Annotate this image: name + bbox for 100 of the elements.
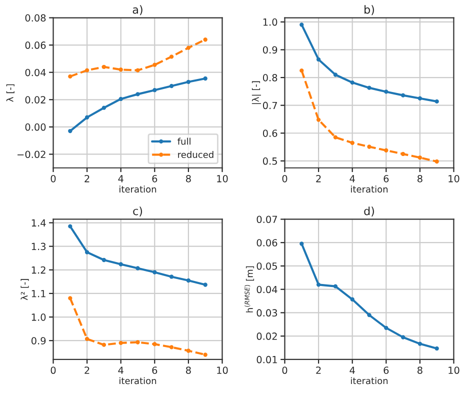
x-tick-label: 4 [118, 366, 124, 374]
point [118, 96, 123, 102]
point [203, 352, 208, 357]
point [169, 345, 174, 350]
y-tick-label: 0.03 [256, 309, 278, 317]
point [186, 80, 191, 84]
point [68, 128, 72, 134]
x-tick-label: 8 [418, 366, 422, 374]
point [203, 282, 208, 287]
point [68, 74, 72, 79]
y-tick-label: 1.1 [32, 290, 46, 298]
point [203, 38, 208, 42]
legend-label: reduced [178, 151, 214, 158]
y-tick-label: 0.08 [25, 14, 46, 22]
point [418, 156, 422, 160]
y-tick-label: 0.8 [262, 74, 278, 82]
point [84, 336, 90, 342]
point [300, 242, 304, 246]
point [367, 312, 372, 318]
legend-label: full [178, 138, 190, 145]
y-tick-label: 0.07 [256, 216, 277, 224]
x-tick-label: 2 [84, 366, 90, 374]
x-tick-label: 0 [50, 174, 56, 182]
y-tick-label: 0.05 [256, 262, 277, 270]
point [384, 148, 388, 152]
point [418, 96, 422, 100]
point [152, 270, 157, 274]
y-tick-label: 1.2 [32, 266, 46, 274]
x-tick-label: 4 [118, 175, 124, 182]
point [186, 278, 191, 283]
chart-title: b) [364, 5, 374, 16]
chart-title: d) [364, 206, 374, 217]
y-axis-title: |λ| [-] [252, 81, 261, 104]
y-tick-label: 0.7 [262, 102, 277, 110]
point [152, 342, 157, 346]
y-tick-label: 0.01 [256, 356, 277, 364]
x-tick-label: 10 [217, 366, 228, 374]
point [136, 92, 140, 96]
point [118, 262, 123, 266]
y-tick-label: 1.0 [32, 314, 46, 321]
point [68, 224, 72, 228]
y-tick-label: 1.3 [32, 242, 46, 250]
point [316, 118, 321, 122]
y-tick-label: 0.00 [25, 123, 46, 131]
point [84, 68, 90, 72]
y-tick-label: 0.06 [256, 239, 278, 246]
y-tick-label: −0.02 [18, 150, 46, 158]
point [84, 250, 90, 254]
y-tick-label: 1.4 [32, 219, 46, 226]
x-axis-title: iteration [351, 377, 388, 384]
x-tick-label: 10 [448, 174, 460, 182]
chart-title: c) [133, 206, 142, 217]
point [68, 296, 72, 300]
x-tick-label: 10 [448, 366, 460, 374]
y-axis-title: λ [-] [6, 84, 14, 102]
point [400, 335, 406, 340]
x-tick-label: 6 [384, 174, 389, 182]
point [152, 62, 157, 67]
point [169, 54, 174, 59]
x-axis-title: iteration [351, 186, 388, 193]
point [118, 340, 123, 346]
point [203, 76, 208, 81]
x-tick-label: 0 [282, 174, 288, 182]
point [102, 64, 106, 69]
x-tick-label: 0 [282, 366, 288, 374]
point [350, 140, 354, 145]
point [434, 99, 439, 104]
point [384, 326, 388, 330]
point [186, 46, 191, 50]
x-axis-title: iteration [120, 377, 156, 384]
y-tick-label: 0.5 [262, 157, 277, 165]
point [152, 88, 157, 92]
point [169, 274, 174, 279]
point [333, 284, 338, 288]
x-tick-label: 8 [186, 174, 191, 182]
x-tick-label: 6 [152, 366, 158, 374]
y-tick-label: 1.0 [263, 18, 278, 26]
point [400, 152, 406, 156]
point [384, 90, 388, 94]
point [400, 93, 406, 98]
x-tick-label: 4 [350, 366, 355, 374]
y-tick-label: 0.6 [262, 130, 278, 137]
y-axis-title: λ² [-] [20, 279, 29, 300]
y-tick-label: 0.04 [25, 68, 46, 76]
x-tick-label: 4 [350, 175, 355, 182]
x-tick-label: 2 [84, 174, 90, 182]
point [118, 68, 123, 72]
point [169, 84, 174, 88]
point [434, 346, 439, 351]
point [300, 68, 304, 73]
x-tick-label: 2 [316, 174, 321, 182]
point [333, 135, 338, 140]
x-axis-title: iteration [120, 186, 156, 193]
x-tick-label: 6 [152, 174, 158, 182]
point [300, 22, 304, 27]
y-tick-label: 0.06 [25, 42, 46, 49]
point [434, 159, 439, 164]
point [102, 258, 106, 262]
x-tick-label: 0 [50, 366, 56, 374]
point [316, 57, 321, 62]
